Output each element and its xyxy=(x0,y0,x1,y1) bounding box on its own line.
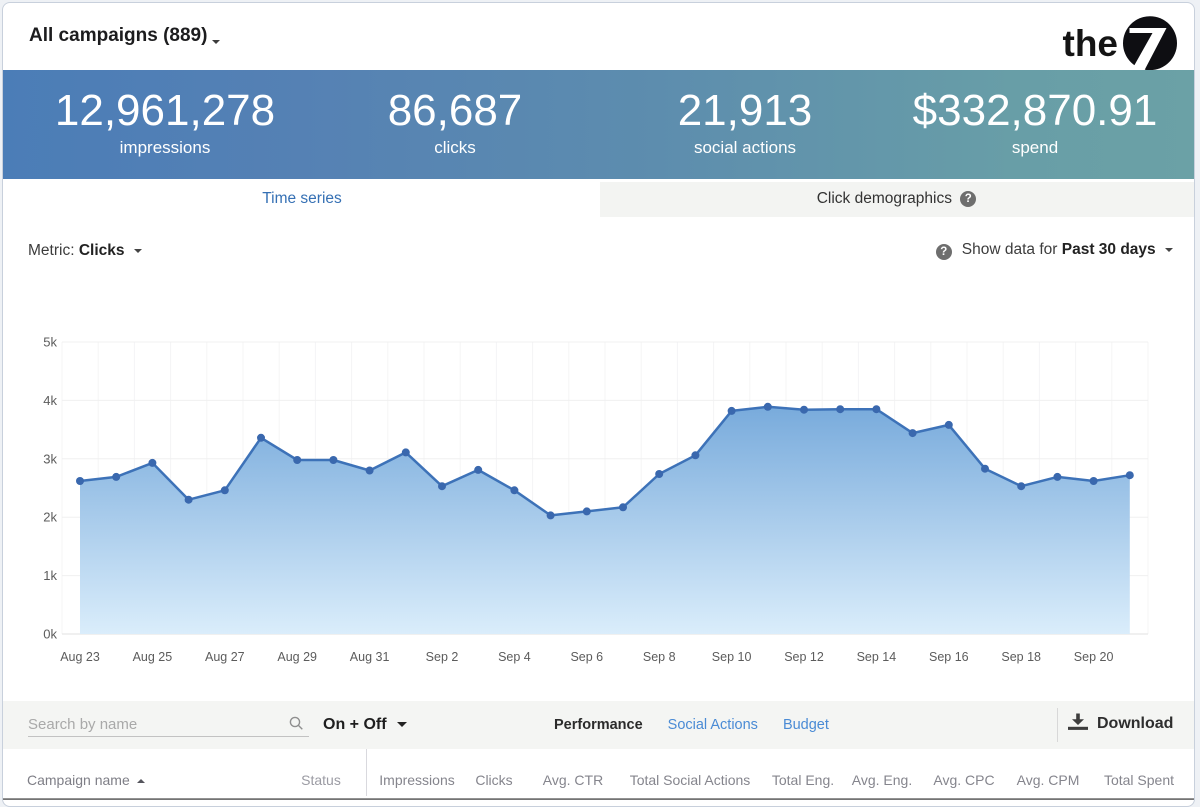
svg-text:Sep 6: Sep 6 xyxy=(570,650,603,664)
svg-text:Sep 12: Sep 12 xyxy=(784,650,824,664)
svg-text:Sep 20: Sep 20 xyxy=(1074,650,1114,664)
svg-text:Sep 8: Sep 8 xyxy=(643,650,676,664)
svg-text:Aug 29: Aug 29 xyxy=(277,650,317,664)
svg-text:Sep 14: Sep 14 xyxy=(857,650,897,664)
svg-text:Sep 4: Sep 4 xyxy=(498,650,531,664)
svg-text:Sep 2: Sep 2 xyxy=(426,650,459,664)
svg-text:Aug 31: Aug 31 xyxy=(350,650,390,664)
svg-text:Sep 18: Sep 18 xyxy=(1001,650,1041,664)
svg-text:Sep 16: Sep 16 xyxy=(929,650,969,664)
svg-text:Sep 10: Sep 10 xyxy=(712,650,752,664)
svg-text:Aug 27: Aug 27 xyxy=(205,650,245,664)
svg-text:5k: 5k xyxy=(43,335,57,350)
svg-text:2k: 2k xyxy=(43,510,57,525)
svg-text:Aug 25: Aug 25 xyxy=(133,650,173,664)
svg-text:the: the xyxy=(1063,23,1119,64)
svg-text:Aug 23: Aug 23 xyxy=(60,650,100,664)
svg-text:0k: 0k xyxy=(43,627,57,642)
svg-text:4k: 4k xyxy=(43,393,57,408)
svg-text:1k: 1k xyxy=(43,568,57,583)
svg-text:3k: 3k xyxy=(43,451,57,466)
